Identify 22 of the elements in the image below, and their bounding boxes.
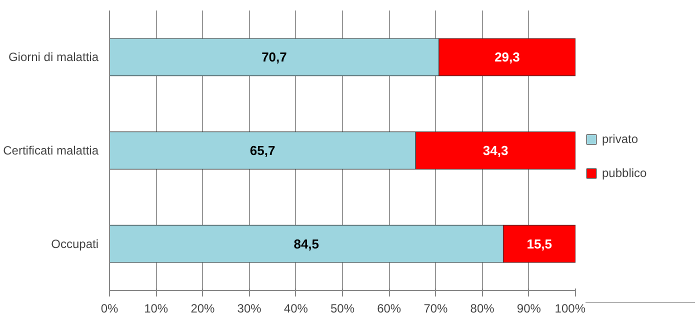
data-label: 15,5 (526, 236, 552, 252)
x-tick-label: 70% (424, 302, 448, 316)
y-tick-label: Occupati (51, 236, 99, 251)
x-tick-label: 10% (144, 302, 168, 316)
x-tick-label: 90% (516, 302, 542, 316)
x-tick-label: 30% (237, 302, 262, 316)
legend-label: pubblico (602, 166, 647, 180)
data-label: 65,7 (250, 143, 276, 158)
x-tick-label: 100% (554, 302, 586, 316)
legend-label: privato (602, 132, 638, 146)
x-tick-label: 50% (330, 302, 355, 316)
y-tick-label: Giorni di malattia (8, 50, 99, 64)
x-tick-label: 20% (190, 302, 216, 316)
x-tick-label: 40% (284, 302, 308, 316)
x-tick-label: 60% (377, 302, 402, 316)
data-label: 84,5 (294, 236, 320, 252)
x-tick-label: 0% (100, 302, 118, 316)
data-label: 34,3 (482, 143, 508, 158)
y-tick-label: Certificati malattia (3, 144, 99, 158)
data-label: 70,7 (262, 50, 287, 65)
data-label: 29,3 (494, 50, 520, 65)
x-tick-label: 80% (470, 302, 495, 316)
